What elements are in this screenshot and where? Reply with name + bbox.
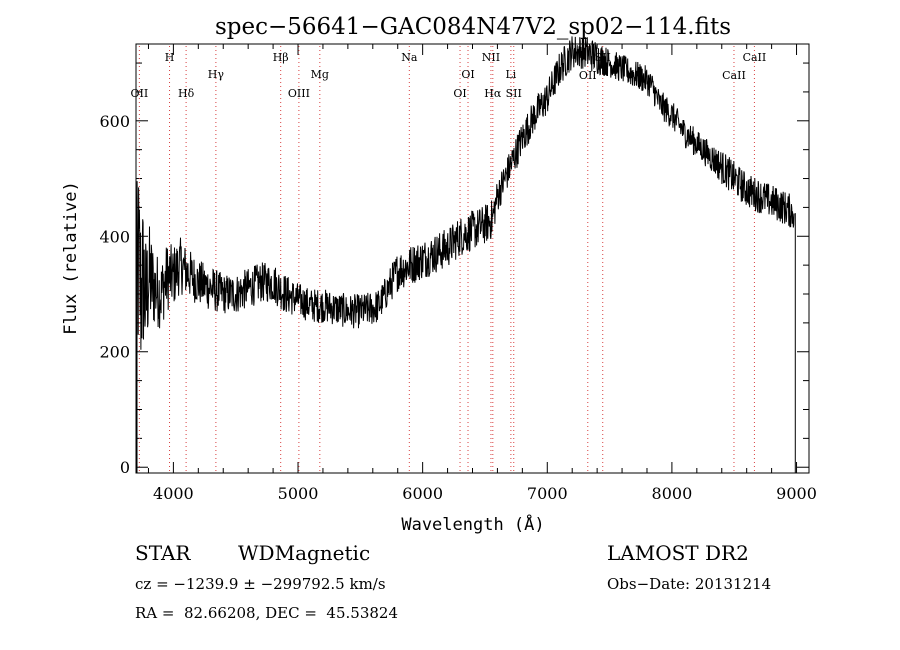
reference-line-label: OIII: [288, 87, 310, 100]
axes: 4000 5000 6000 7000 8000 9000 0 200 400 600: [99, 43, 817, 503]
y-axis-label: Flux (relative): [61, 181, 81, 335]
chart-title: spec−56641−GAC084N47V2_sp02−114.fits: [215, 14, 731, 40]
reference-line-label: Hδ: [178, 87, 195, 100]
reference-line-label: Mg: [311, 68, 329, 81]
observation-date: Obs−Date: 20131214: [607, 575, 772, 593]
reference-line-label: NII: [482, 51, 500, 64]
reference-line-label: OII: [131, 87, 149, 100]
object-subclass: WDMagnetic: [238, 541, 371, 565]
reference-line-label: SII: [506, 87, 522, 100]
object-class: STAR: [135, 541, 191, 565]
x-tick-label: 6000: [402, 484, 443, 503]
reference-line-label: Na: [401, 51, 418, 64]
x-tick-label: 9000: [776, 484, 817, 503]
reference-line-label: H: [165, 51, 175, 64]
reference-line-label: CaII: [722, 69, 746, 82]
x-tick-label: 7000: [527, 484, 568, 503]
x-axis-label: Wavelength (Å): [401, 513, 544, 535]
reference-line-label: Li: [505, 68, 516, 81]
reference-lines: OIIHHδHγHβOIIIMgNaOIOINIIHαLiSIIOIISIICa…: [131, 46, 767, 473]
plot-frame: [135, 43, 810, 474]
y-tick-label: 400: [99, 227, 130, 246]
series-group: [135, 35, 796, 473]
x-tick-label: 5000: [278, 484, 319, 503]
reference-line-label: Hβ: [273, 51, 289, 64]
spectrum-line: [135, 35, 795, 350]
x-tick-label: 8000: [652, 484, 693, 503]
y-tick-label: 200: [99, 343, 130, 362]
y-tick-label: 600: [99, 112, 130, 131]
reference-line-label: Hα: [484, 87, 502, 100]
sky-coordinates: RA = 82.66208, DEC = 45.53824: [135, 604, 399, 622]
reference-line-label: Hγ: [208, 68, 225, 81]
reference-line-label: OI: [453, 87, 466, 100]
reference-line-label: OI: [461, 68, 474, 81]
reference-line-label: CaII: [743, 51, 767, 64]
redshift-velocity: cz = −1239.9 ± −299792.5 km/s: [135, 575, 386, 593]
y-tick-label: 0: [120, 458, 130, 477]
survey-release: LAMOST DR2: [607, 541, 749, 565]
x-tick-label: 4000: [153, 484, 194, 503]
reference-line-label: OII: [579, 69, 597, 82]
